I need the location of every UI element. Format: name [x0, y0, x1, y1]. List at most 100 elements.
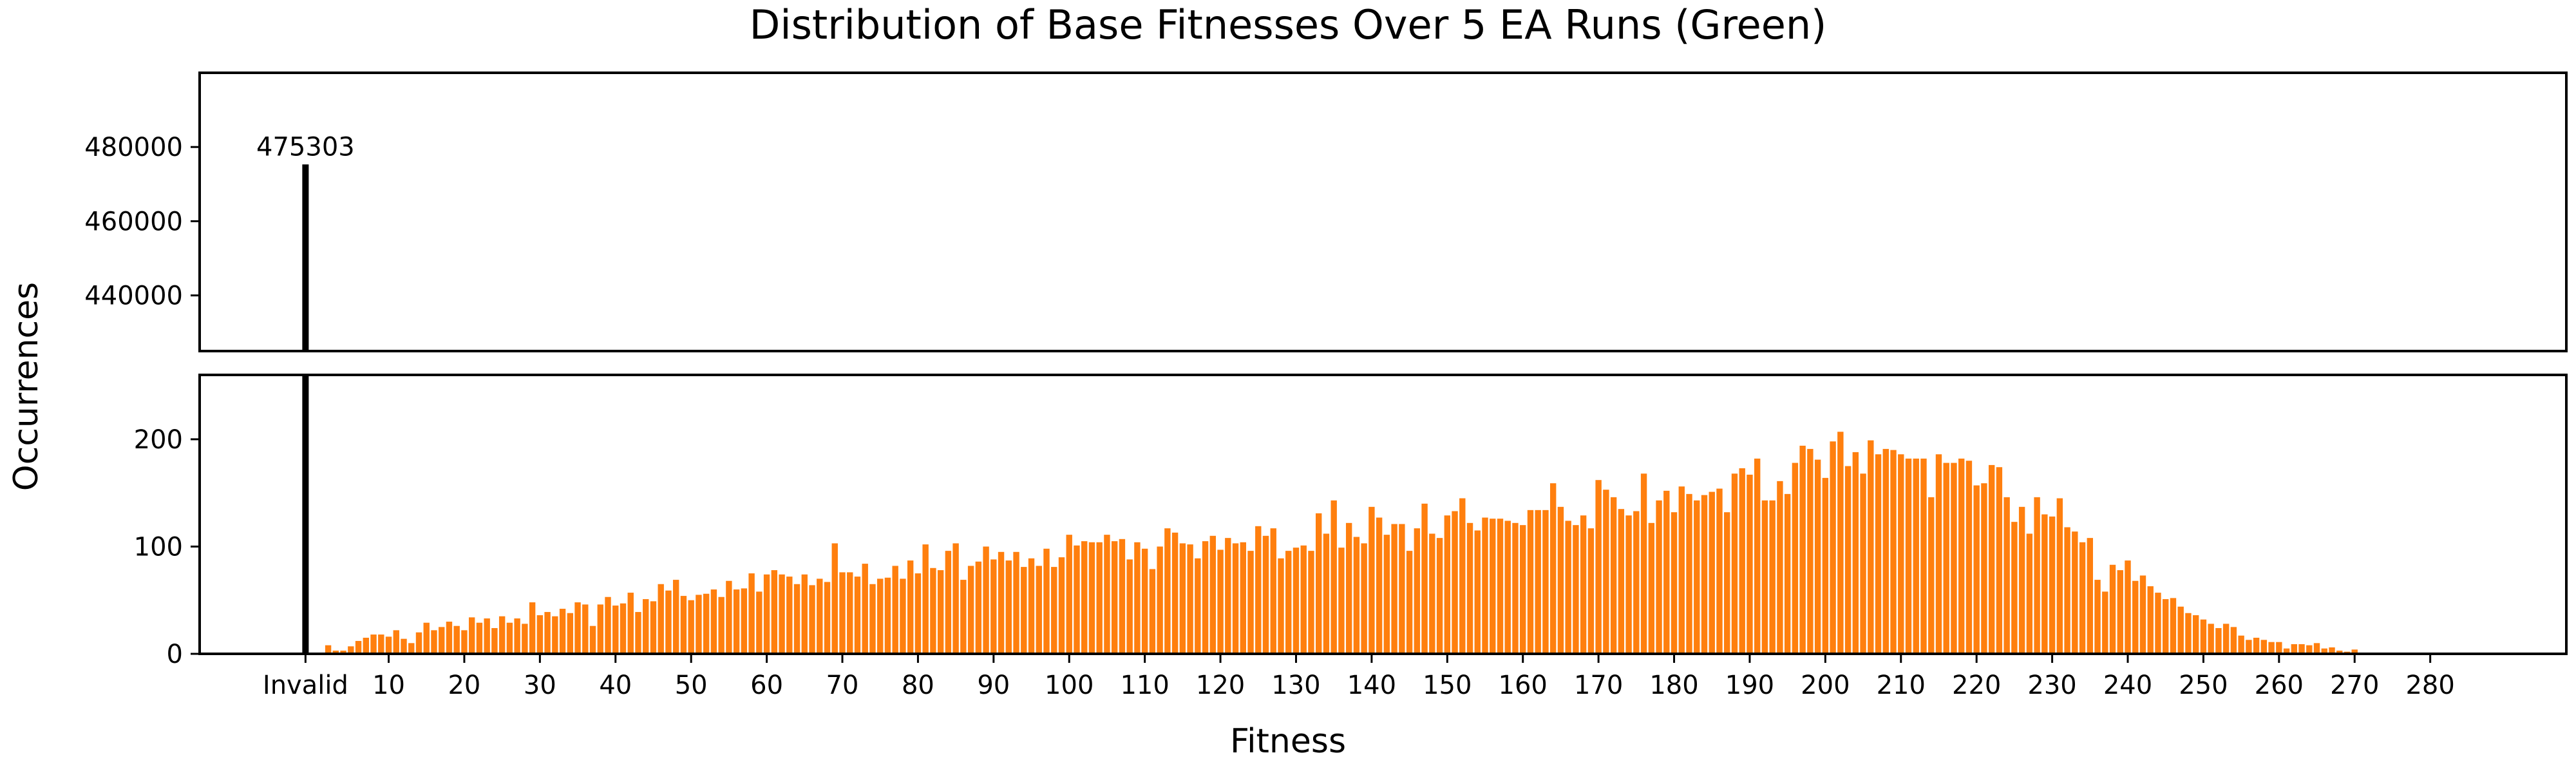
fitness-bar [1754, 458, 1761, 654]
fitness-bar [763, 574, 770, 654]
xtick-label: 230 [2027, 671, 2076, 700]
fitness-bar [1005, 560, 1012, 654]
fitness-bar [1345, 522, 1352, 654]
xtick-label: 30 [524, 671, 556, 700]
fitness-bar [650, 601, 657, 654]
fitness-bar [1595, 480, 1602, 654]
fitness-bar [1444, 515, 1450, 654]
fitness-bar [1361, 543, 1367, 654]
fitness-bar [415, 632, 422, 654]
fitness-bar [960, 580, 967, 654]
fitness-bar [1905, 458, 1912, 654]
fitness-bar [2132, 580, 2139, 654]
fitness-bar [348, 646, 354, 654]
fitness-bar [877, 578, 884, 654]
fitness-bar [1474, 530, 1481, 654]
fitness-bar [491, 628, 498, 654]
fitness-bar [658, 584, 664, 654]
fitness-bar [2155, 593, 2161, 654]
fitness-bar [1898, 454, 1904, 654]
xtick-label: 170 [1574, 671, 1623, 700]
fitness-bar [1141, 548, 1148, 654]
fitness-bar [2230, 627, 2237, 654]
fitness-bar [847, 572, 853, 654]
fitness-bar [945, 551, 952, 654]
fitness-bar [1618, 509, 1625, 654]
fitness-bar [1088, 542, 1095, 654]
fitness-bars-group [325, 432, 2358, 654]
fitness-bar [2208, 624, 2214, 654]
fitness-bar [2026, 533, 2033, 654]
fitness-bar [1663, 490, 1670, 654]
fitness-bar [869, 584, 876, 654]
fitness-bar [567, 613, 574, 654]
fitness-bar [2163, 599, 2169, 654]
fitness-bar [801, 574, 808, 654]
fitness-bar [1338, 548, 1345, 654]
xtick-label: 140 [1347, 671, 1396, 700]
fitness-bar [1671, 512, 1678, 654]
invalid-bar-bottom [302, 375, 309, 654]
fitness-bar [1497, 519, 1504, 654]
fitness-bar [1028, 558, 1035, 654]
fitness-bar [1512, 522, 1519, 654]
fitness-bar [1739, 468, 1745, 654]
fitness-bar [1777, 481, 1783, 654]
fitness-bar [2064, 527, 2070, 654]
fitness-bar [1452, 511, 1458, 654]
top-ytick-label: 460000 [84, 207, 183, 236]
fitness-bar [900, 578, 906, 654]
fitness-bar [983, 546, 989, 654]
xtick-label: 160 [1499, 671, 1548, 700]
fitness-bar [2192, 615, 2199, 654]
fitness-bar [325, 645, 332, 654]
fitness-bar [1701, 495, 1708, 654]
fitness-bar [922, 544, 929, 654]
fitness-bar [1316, 513, 1322, 654]
fitness-bar [385, 636, 392, 654]
fitness-bar [589, 625, 596, 654]
fitness-bar [431, 630, 437, 654]
fitness-bar [2109, 564, 2116, 654]
fitness-bar [779, 574, 785, 654]
fitness-bar [809, 585, 815, 654]
fitness-bar [1792, 463, 1799, 654]
fitness-bar [2291, 644, 2298, 654]
fitness-bar [446, 622, 453, 654]
fitness-bar [1610, 497, 1617, 654]
fitness-bar [1209, 535, 1217, 654]
fitness-bar [1549, 483, 1557, 654]
fitness-bar [1459, 498, 1466, 654]
fitness-bar [1769, 500, 1776, 654]
fitness-bar [1504, 520, 1511, 654]
fitness-bar [612, 606, 619, 654]
fitness-bar [1391, 524, 1397, 654]
fitness-bar [370, 635, 377, 654]
fitness-bar [536, 615, 544, 654]
fitness-bar [1686, 493, 1692, 654]
top-panel-frame [198, 72, 2568, 352]
fitness-bar [1542, 510, 1549, 654]
fitness-bar [552, 616, 558, 654]
fitness-bar [1648, 522, 1655, 654]
fitness-bar [710, 589, 717, 654]
fitness-bar [1074, 545, 1080, 654]
top-ytick-label: 480000 [84, 133, 183, 162]
fitness-bar [1988, 464, 1995, 654]
fitness-bar [498, 616, 506, 654]
fitness-bar [529, 602, 536, 654]
fitness-bar [703, 593, 710, 654]
xtick-label: 150 [1423, 671, 1472, 700]
fitness-bar [559, 609, 566, 654]
xtick-label: 20 [448, 671, 480, 700]
fitness-bar [1557, 506, 1564, 654]
fitness-bar [468, 617, 475, 654]
fitness-bar [1119, 539, 1126, 654]
fitness-bar [1587, 528, 1595, 654]
xtick-label: 70 [826, 671, 859, 700]
fitness-bar [1466, 522, 1473, 654]
fitness-bar [378, 635, 384, 654]
fitness-bar [1081, 541, 1088, 654]
fitness-bar [1490, 519, 1496, 654]
fitness-bar [2215, 628, 2222, 654]
